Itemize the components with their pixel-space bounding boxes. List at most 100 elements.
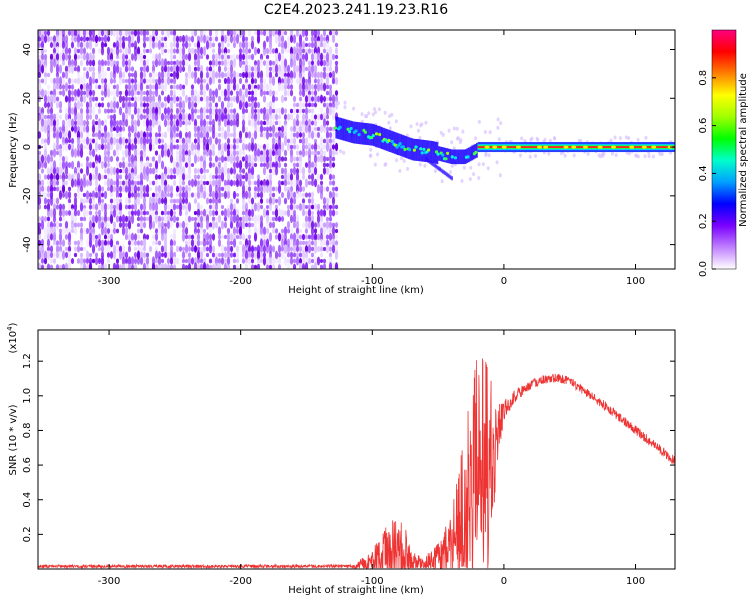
- noise-cell: [133, 132, 138, 138]
- noise-cell: [169, 130, 174, 140]
- colorbar-tick-label: 0.4: [698, 165, 709, 181]
- noise-cell: [76, 143, 81, 151]
- noise-cell: [322, 70, 327, 80]
- noise-cell: [325, 58, 330, 68]
- noise-cell: [166, 71, 171, 79]
- noise-cell: [76, 245, 81, 253]
- noise-cell: [310, 220, 315, 230]
- noise-cell: [325, 156, 330, 162]
- noise-cell: [58, 161, 63, 169]
- noise-cell: [79, 95, 84, 103]
- noise-cell: [106, 178, 111, 188]
- noise-cell: [106, 203, 111, 211]
- noise-cell: [67, 186, 72, 192]
- noise-cell: [229, 112, 234, 122]
- noise-cell: [241, 168, 246, 174]
- noise-cell: [241, 137, 246, 145]
- noise-cell: [331, 209, 336, 217]
- noise-cell: [325, 244, 330, 254]
- noise-cell: [313, 71, 318, 79]
- noise-cell: [151, 106, 156, 116]
- noise-cell: [280, 40, 285, 50]
- noise-cell: [109, 166, 114, 176]
- noise-cell: [139, 106, 144, 116]
- noise-cell: [274, 250, 279, 260]
- noise-cell: [169, 53, 174, 61]
- noise-cell: [232, 58, 237, 68]
- noise-cell: [46, 167, 51, 175]
- noise-cell: [145, 102, 150, 108]
- noise-cell: [61, 119, 66, 127]
- noise-cell: [283, 108, 288, 114]
- noise-cell: [115, 172, 120, 182]
- noise-cell: [109, 210, 114, 216]
- noise-cell: [136, 186, 141, 192]
- snr-y-label: SNR (10 * v/v): [8, 404, 19, 475]
- noise-cell: [196, 214, 201, 224]
- noise-cell: [115, 178, 120, 188]
- noise-cell: [139, 160, 144, 170]
- x-tick-label: -200: [229, 576, 252, 587]
- noise-cell: [154, 30, 159, 37]
- noise-cell: [46, 30, 51, 36]
- signal-band-cell: [428, 140, 431, 163]
- signal-halo-cell: [572, 153, 576, 158]
- noise-cell: [154, 250, 159, 260]
- noise-cell: [199, 258, 204, 264]
- noise-cell: [178, 83, 183, 91]
- signal-halo-cell: [488, 130, 492, 135]
- noise-cell: [334, 90, 339, 96]
- noise-cell: [259, 53, 264, 61]
- noise-cell: [136, 107, 141, 115]
- signal-halo-cell: [415, 122, 419, 126]
- noise-cell: [121, 161, 126, 169]
- noise-cell: [298, 192, 303, 198]
- noise-cell: [109, 90, 114, 96]
- noise-cell: [55, 64, 60, 74]
- noise-cell: [193, 198, 198, 204]
- signal-peak-cell: [378, 132, 382, 137]
- signal-tail-cell: [438, 166, 440, 171]
- noise-cell: [106, 258, 111, 264]
- noise-cell: [178, 222, 183, 228]
- noise-cell: [166, 184, 171, 194]
- signal-halo-cell: [418, 162, 422, 167]
- noise-cell: [268, 132, 273, 138]
- noise-cell: [184, 210, 189, 216]
- noise-cell: [193, 48, 198, 54]
- noise-cell: [238, 77, 243, 85]
- noise-cell: [304, 262, 309, 269]
- noise-cell: [244, 64, 249, 74]
- noise-cell: [142, 148, 147, 158]
- noise-cell: [226, 101, 231, 109]
- noise-cell: [115, 209, 120, 217]
- noise-cell: [322, 96, 327, 102]
- noise-cell: [259, 233, 264, 241]
- noise-cell: [118, 125, 123, 133]
- noise-cell: [334, 234, 339, 240]
- signal-halo-cell: [472, 172, 476, 177]
- noise-cell: [178, 185, 183, 193]
- noise-cell: [250, 114, 255, 120]
- noise-cell: [289, 113, 294, 121]
- noise-cell: [139, 184, 144, 194]
- noise-cell: [196, 77, 201, 85]
- noise-cell: [298, 246, 303, 252]
- noise-cell: [43, 216, 48, 222]
- noise-cell: [226, 244, 231, 254]
- noise-cell: [112, 47, 117, 55]
- noise-cell: [274, 198, 279, 204]
- signal-halo-cell: [627, 151, 631, 156]
- noise-cell: [40, 250, 45, 260]
- noise-cell: [136, 46, 141, 56]
- noise-cell: [304, 88, 309, 98]
- noise-cell: [133, 70, 138, 80]
- noise-cell: [58, 34, 63, 44]
- noise-cell: [313, 102, 318, 108]
- noise-cell: [67, 257, 72, 265]
- noise-cell: [286, 72, 291, 78]
- noise-cell: [196, 250, 201, 260]
- noise-cell: [85, 190, 90, 200]
- noise-cell: [70, 107, 75, 115]
- noise-cell: [157, 120, 162, 126]
